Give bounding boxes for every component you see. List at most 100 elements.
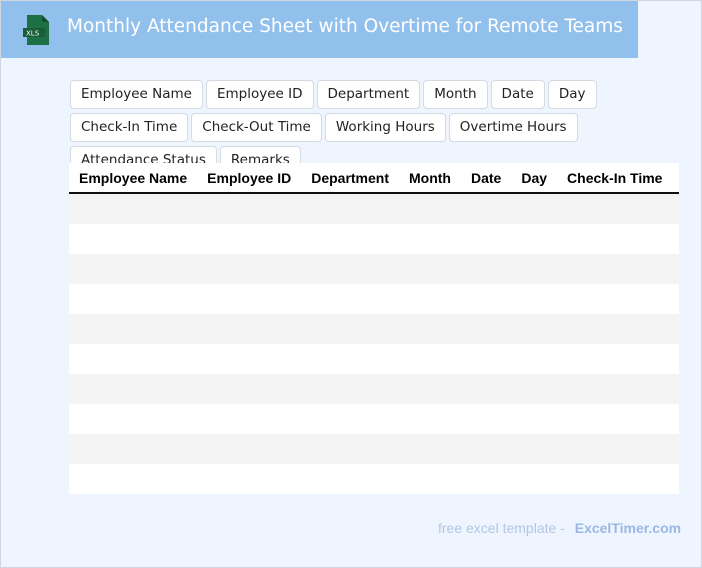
- table-cell[interactable]: [197, 284, 302, 314]
- column-chip[interactable]: Month: [423, 80, 488, 109]
- table-cell[interactable]: [399, 464, 461, 494]
- table-cell[interactable]: [557, 374, 673, 404]
- table-cell[interactable]: [399, 284, 461, 314]
- table-cell[interactable]: [399, 404, 461, 434]
- table-cell[interactable]: [301, 284, 399, 314]
- table-cell[interactable]: [557, 224, 673, 254]
- table-cell[interactable]: [511, 284, 558, 314]
- table-cell[interactable]: [511, 374, 558, 404]
- table-cell[interactable]: [460, 374, 512, 404]
- table-cell[interactable]: [197, 464, 302, 494]
- table-cell[interactable]: [301, 254, 399, 284]
- table-cell[interactable]: [460, 314, 512, 344]
- column-chip[interactable]: Department: [316, 80, 421, 109]
- table-cell[interactable]: [511, 464, 558, 494]
- table-cell[interactable]: [197, 434, 302, 464]
- table-cell[interactable]: [399, 374, 461, 404]
- table-cell[interactable]: [672, 284, 679, 314]
- table-cell[interactable]: [672, 193, 679, 224]
- table-cell[interactable]: [511, 224, 558, 254]
- table-cell[interactable]: [557, 284, 673, 314]
- footer-brand-link[interactable]: ExcelTimer.com: [574, 520, 682, 536]
- table-cell[interactable]: [511, 193, 558, 224]
- table-cell[interactable]: [557, 193, 673, 224]
- column-header: Day: [511, 163, 558, 194]
- column-chip[interactable]: Overtime Hours: [448, 113, 578, 142]
- table-cell[interactable]: [69, 224, 198, 254]
- table-cell[interactable]: [511, 434, 558, 464]
- table-cell[interactable]: [557, 464, 673, 494]
- table-row: [69, 374, 679, 404]
- table-cell[interactable]: [460, 344, 512, 374]
- table-cell[interactable]: [69, 344, 198, 374]
- table-cell[interactable]: [557, 254, 673, 284]
- table-cell[interactable]: [399, 254, 461, 284]
- table-cell[interactable]: [69, 404, 198, 434]
- table-cell[interactable]: [672, 464, 679, 494]
- table-cell[interactable]: [460, 404, 512, 434]
- table-cell[interactable]: [197, 193, 302, 224]
- table-row: [69, 224, 679, 254]
- table-cell[interactable]: [557, 344, 673, 374]
- column-chip[interactable]: Check-In Time: [70, 113, 189, 142]
- column-chip[interactable]: Working Hours: [324, 113, 446, 142]
- table-cell[interactable]: [301, 374, 399, 404]
- table-cell[interactable]: [197, 344, 302, 374]
- table-row: [69, 434, 679, 464]
- table-cell[interactable]: [557, 404, 673, 434]
- table-cell[interactable]: [460, 193, 512, 224]
- table-cell[interactable]: [197, 254, 302, 284]
- table-cell[interactable]: [301, 434, 399, 464]
- table-cell[interactable]: [557, 434, 673, 464]
- table-cell[interactable]: [672, 434, 679, 464]
- table-cell[interactable]: [460, 254, 512, 284]
- table-cell[interactable]: [69, 434, 198, 464]
- column-chip[interactable]: Date: [490, 80, 545, 109]
- table-cell[interactable]: [197, 224, 302, 254]
- table-cell[interactable]: [301, 193, 399, 224]
- table-cell[interactable]: [672, 314, 679, 344]
- table-cell[interactable]: [69, 193, 198, 224]
- table-cell[interactable]: [69, 284, 198, 314]
- table-cell[interactable]: [399, 344, 461, 374]
- table-cell[interactable]: [197, 404, 302, 434]
- table-cell[interactable]: [301, 404, 399, 434]
- column-header: Employee ID: [197, 163, 302, 194]
- table-cell[interactable]: [301, 224, 399, 254]
- table-row: [69, 314, 679, 344]
- table-cell[interactable]: [69, 314, 198, 344]
- table-cell[interactable]: [197, 374, 302, 404]
- table-cell[interactable]: [672, 344, 679, 374]
- table-cell[interactable]: [511, 254, 558, 284]
- table-cell[interactable]: [511, 404, 558, 434]
- table-cell[interactable]: [672, 224, 679, 254]
- table-cell[interactable]: [672, 404, 679, 434]
- table-cell[interactable]: [69, 464, 198, 494]
- column-chip[interactable]: Employee Name: [70, 80, 203, 109]
- table-cell[interactable]: [511, 344, 558, 374]
- table-cell[interactable]: [301, 314, 399, 344]
- table-row: [69, 193, 679, 224]
- table-cell[interactable]: [301, 464, 399, 494]
- table-cell[interactable]: [672, 374, 679, 404]
- table-cell[interactable]: [399, 193, 461, 224]
- table-cell[interactable]: [69, 374, 198, 404]
- table-cell[interactable]: [399, 314, 461, 344]
- table-cell[interactable]: [301, 344, 399, 374]
- table-cell[interactable]: [672, 254, 679, 284]
- table-cell[interactable]: [399, 224, 461, 254]
- table-cell[interactable]: [557, 314, 673, 344]
- table-cell[interactable]: [460, 284, 512, 314]
- column-chips: Employee Name Employee ID Department Month D…: [70, 80, 702, 175]
- table-cell[interactable]: [460, 224, 512, 254]
- table-cell[interactable]: [511, 314, 558, 344]
- table-cell[interactable]: [460, 434, 512, 464]
- column-chip[interactable]: Day: [547, 80, 597, 109]
- table-cell[interactable]: [399, 434, 461, 464]
- table-cell[interactable]: [69, 254, 198, 284]
- table-cell[interactable]: [460, 464, 512, 494]
- column-chip[interactable]: Check-Out Time: [191, 113, 322, 142]
- svg-text:XLS: XLS: [26, 30, 40, 38]
- column-chip[interactable]: Employee ID: [205, 80, 314, 109]
- table-cell[interactable]: [197, 314, 302, 344]
